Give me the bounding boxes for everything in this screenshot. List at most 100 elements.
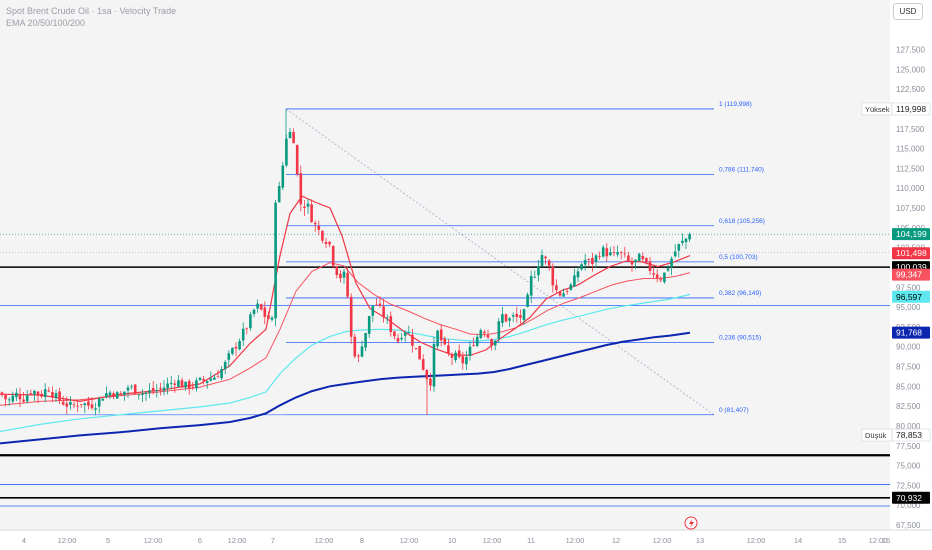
candle-body[interactable]: [15, 392, 18, 398]
candle-body[interactable]: [627, 255, 630, 261]
candle-body[interactable]: [353, 336, 357, 357]
candle-body[interactable]: [331, 246, 335, 266]
candle-body[interactable]: [511, 315, 515, 317]
ema20-line[interactable]: [0, 195, 691, 403]
candle-body[interactable]: [58, 391, 61, 401]
candle-body[interactable]: [76, 405, 79, 407]
candle-body[interactable]: [652, 273, 655, 275]
candle-body[interactable]: [573, 275, 576, 287]
candle-body[interactable]: [22, 399, 25, 402]
candle-body[interactable]: [540, 255, 544, 267]
candle-body[interactable]: [317, 225, 321, 230]
candle-body[interactable]: [223, 361, 227, 370]
candle-body[interactable]: [173, 383, 177, 385]
candle-body[interactable]: [209, 378, 213, 381]
candle-body[interactable]: [645, 258, 648, 262]
candle-body[interactable]: [367, 316, 371, 334]
candle-body[interactable]: [97, 398, 101, 407]
candle-body[interactable]: [11, 395, 15, 402]
candle-body[interactable]: [245, 328, 249, 330]
candle-body[interactable]: [425, 369, 429, 379]
candle-body[interactable]: [274, 202, 277, 319]
candle-body[interactable]: [29, 393, 33, 394]
candle-body[interactable]: [486, 335, 490, 338]
candle-body[interactable]: [87, 401, 90, 406]
candle-body[interactable]: [263, 307, 267, 317]
candle-body[interactable]: [504, 314, 508, 322]
candle-body[interactable]: [180, 380, 184, 388]
candle-body[interactable]: [241, 328, 245, 341]
candle-body[interactable]: [526, 294, 529, 307]
candle-body[interactable]: [43, 389, 47, 398]
candle-body[interactable]: [137, 394, 141, 396]
candle-body[interactable]: [681, 240, 684, 243]
candle-body[interactable]: [33, 390, 36, 395]
lightning-icon[interactable]: [684, 516, 698, 530]
candle-body[interactable]: [25, 395, 29, 402]
ema50-line[interactable]: [0, 262, 691, 406]
candle-body[interactable]: [249, 314, 252, 329]
candle-body[interactable]: [454, 352, 457, 361]
candle-body[interactable]: [295, 145, 299, 175]
candle-body[interactable]: [580, 264, 583, 270]
candle-body[interactable]: [605, 248, 609, 257]
candle-body[interactable]: [429, 378, 432, 386]
candle-body[interactable]: [371, 305, 375, 316]
candle-body[interactable]: [479, 330, 483, 339]
high-price-label[interactable]: Yüksek 119,998: [861, 102, 931, 116]
candle-body[interactable]: [267, 315, 270, 319]
candle-body[interactable]: [7, 399, 11, 401]
candle-body[interactable]: [144, 392, 148, 394]
candle-body[interactable]: [238, 341, 241, 350]
candle-body[interactable]: [468, 346, 472, 356]
candle-body[interactable]: [216, 376, 220, 378]
ema200-line[interactable]: [0, 331, 691, 445]
candle-body[interactable]: [191, 386, 195, 388]
candle-body[interactable]: [375, 304, 378, 306]
ema200-badge[interactable]: 91,768: [892, 326, 930, 339]
candle-body[interactable]: [299, 173, 303, 205]
candle-body[interactable]: [0, 392, 4, 395]
candle-body[interactable]: [346, 272, 349, 297]
candle-body[interactable]: [508, 318, 511, 321]
candle-body[interactable]: [677, 244, 681, 251]
candle-body[interactable]: [123, 391, 126, 395]
candle-body[interactable]: [612, 252, 616, 254]
candle-body[interactable]: [684, 238, 688, 243]
candle-body[interactable]: [47, 390, 51, 392]
candle-body[interactable]: [558, 291, 562, 296]
candle-body[interactable]: [537, 266, 540, 276]
candle-body[interactable]: [461, 356, 465, 364]
candle-body[interactable]: [321, 230, 324, 241]
candle-body[interactable]: [634, 259, 637, 263]
candle-body[interactable]: [54, 393, 58, 398]
candle-body[interactable]: [565, 291, 569, 293]
candle-body[interactable]: [501, 314, 504, 323]
candle-body[interactable]: [119, 394, 123, 395]
candle-body[interactable]: [83, 403, 87, 406]
candle-body[interactable]: [609, 252, 612, 256]
candle-body[interactable]: [90, 404, 94, 409]
candle-body[interactable]: [673, 251, 677, 257]
candle-body[interactable]: [65, 403, 69, 407]
candle-body[interactable]: [342, 271, 346, 278]
candle-body[interactable]: [576, 271, 580, 278]
candle-body[interactable]: [303, 206, 306, 208]
candle-body[interactable]: [447, 345, 450, 354]
candle-body[interactable]: [40, 393, 43, 397]
candle-body[interactable]: [277, 185, 281, 203]
candle-body[interactable]: [36, 391, 40, 396]
candle-body[interactable]: [310, 204, 313, 223]
ema20-badge[interactable]: 101,498: [892, 247, 930, 260]
candle-body[interactable]: [382, 306, 385, 318]
candle-body[interactable]: [483, 331, 486, 334]
candle-body[interactable]: [616, 252, 619, 255]
candle-body[interactable]: [414, 348, 418, 349]
candle-body[interactable]: [666, 268, 670, 271]
candle-body[interactable]: [385, 317, 389, 319]
candle-body[interactable]: [292, 131, 295, 144]
candle-body[interactable]: [529, 275, 533, 296]
candle-body[interactable]: [112, 393, 115, 397]
candle-body[interactable]: [465, 357, 468, 365]
